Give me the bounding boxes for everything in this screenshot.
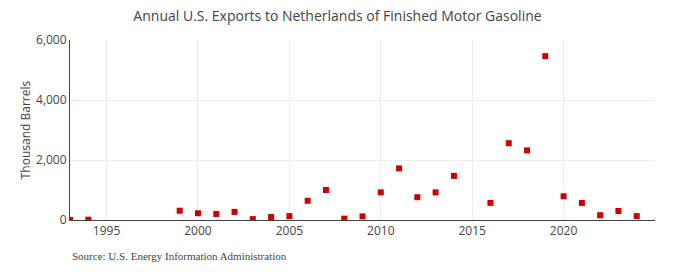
svg-text:6,000: 6,000 (36, 31, 67, 48)
svg-text:2010: 2010 (367, 222, 395, 239)
svg-text:2,000: 2,000 (36, 151, 67, 168)
svg-text:4,000: 4,000 (36, 91, 67, 108)
svg-text:0: 0 (60, 211, 67, 228)
svg-text:Annual U.S. Exports to Netherl: Annual U.S. Exports to Netherlands of Fi… (133, 6, 541, 25)
svg-text:2015: 2015 (458, 222, 486, 239)
svg-text:1995: 1995 (93, 222, 121, 239)
svg-text:2020: 2020 (550, 222, 578, 239)
svg-text:Thousand Barrels: Thousand Barrels (17, 80, 34, 179)
svg-text:2000: 2000 (184, 222, 212, 239)
svg-text:Source: U.S. Energy Informatio: Source: U.S. Energy Information Administ… (72, 250, 287, 262)
svg-text:2005: 2005 (276, 222, 304, 239)
